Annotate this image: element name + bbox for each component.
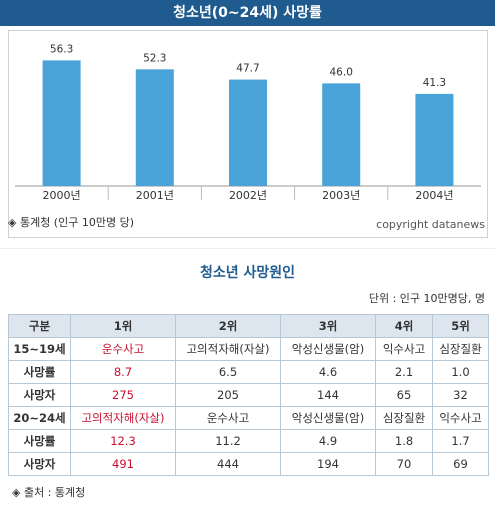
table-cell: 1.8 bbox=[375, 429, 433, 453]
table-cell: 1.0 bbox=[432, 360, 489, 384]
table-row: 사망자 491 444 194 70 69 bbox=[8, 452, 489, 476]
header-rank-1: 1위 bbox=[70, 314, 176, 338]
table-cell: 운수사고 bbox=[70, 337, 176, 361]
table-row: 20~24세 고의적자해(자살) 운수사고 악성신생물(암) 심장질환 익수사고 bbox=[8, 406, 489, 430]
row-label: 15~19세 bbox=[8, 337, 71, 361]
data-label: 46.0 bbox=[330, 66, 353, 78]
table-cell: 65 bbox=[375, 383, 433, 407]
chart-title: 청소년(0~24세) 사망률 bbox=[0, 0, 495, 26]
table-cell: 444 bbox=[175, 452, 281, 476]
bar-2001년 bbox=[135, 69, 174, 186]
footer-source: ◈ 출처 : 통계청 bbox=[12, 486, 86, 499]
table-cell: 운수사고 bbox=[175, 406, 281, 430]
table-row: 사망률 8.7 6.5 4.6 2.1 1.0 bbox=[8, 360, 489, 384]
table-cell: 12.3 bbox=[70, 429, 176, 453]
table-cell: 11.2 bbox=[175, 429, 281, 453]
table-cell: 심장질환 bbox=[375, 406, 433, 430]
table-cell: 2.1 bbox=[375, 360, 433, 384]
row-label: 사망자 bbox=[8, 452, 71, 476]
header-rank-2: 2위 bbox=[175, 314, 281, 338]
table-unit: 단위 : 인구 10만명당, 명 bbox=[368, 292, 485, 305]
x-tick-label: 2000년 bbox=[43, 189, 81, 202]
copyright-text: copyright datanews bbox=[376, 218, 485, 231]
table-header-row: 구분 1위 2위 3위 4위 5위 bbox=[8, 314, 489, 338]
table-row: 사망률 12.3 11.2 4.9 1.8 1.7 bbox=[8, 429, 489, 453]
table-cell: 144 bbox=[280, 383, 376, 407]
table-cell: 32 bbox=[432, 383, 489, 407]
row-label: 사망률 bbox=[8, 360, 71, 384]
table-cell: 4.6 bbox=[280, 360, 376, 384]
header-category: 구분 bbox=[8, 314, 71, 338]
bar-chart: 56.3 2000년 52.3 2001년 47.7 2002년 46.0 2003년 41.3… bbox=[8, 30, 488, 238]
header-rank-3: 3위 bbox=[280, 314, 376, 338]
bar-2002년 bbox=[229, 79, 267, 186]
row-label: 20~24세 bbox=[8, 406, 71, 430]
table-cell: 익수사고 bbox=[375, 337, 433, 361]
chart-source: ◈ 통계청 (인구 10만명 당) bbox=[8, 216, 134, 229]
bar-2004년 bbox=[415, 93, 454, 186]
table-cell: 고의적자해(자살) bbox=[175, 337, 281, 361]
x-tick-label: 2004년 bbox=[415, 189, 453, 202]
row-label: 사망자 bbox=[8, 383, 71, 407]
bar-chart-svg: 56.3 2000년 52.3 2001년 47.7 2002년 46.0 2003년 41.3… bbox=[15, 43, 481, 202]
table-row: 15~19세 운수사고 고의적자해(자살) 악성신생물(암) 익수사고 심장질환 bbox=[8, 337, 489, 361]
table-cell: 69 bbox=[432, 452, 489, 476]
x-tick-label: 2003년 bbox=[322, 189, 360, 202]
table-cell: 491 bbox=[70, 452, 176, 476]
data-label: 41.3 bbox=[423, 77, 446, 89]
table-cell: 194 bbox=[280, 452, 376, 476]
data-label: 52.3 bbox=[143, 52, 166, 64]
table-cell: 고의적자해(자살) bbox=[70, 406, 176, 430]
section-divider bbox=[0, 248, 495, 249]
table-cell: 심장질환 bbox=[432, 337, 489, 361]
row-label: 사망률 bbox=[8, 429, 71, 453]
table-cell: 1.7 bbox=[432, 429, 489, 453]
table-cell: 6.5 bbox=[175, 360, 281, 384]
header-rank-4: 4위 bbox=[375, 314, 433, 338]
table-cell: 악성신생물(암) bbox=[280, 337, 376, 361]
bar-2003년 bbox=[322, 83, 361, 186]
table-cell: 4.9 bbox=[280, 429, 376, 453]
data-label: 56.3 bbox=[50, 43, 73, 55]
table-cell: 205 bbox=[175, 383, 281, 407]
x-tick-label: 2002년 bbox=[229, 189, 267, 202]
table-row: 사망자 275 205 144 65 32 bbox=[8, 383, 489, 407]
table-cell: 275 bbox=[70, 383, 176, 407]
table-cell: 8.7 bbox=[70, 360, 176, 384]
x-tick-label: 2001년 bbox=[136, 189, 174, 202]
table-title: 청소년 사망원인 bbox=[199, 265, 296, 281]
bar-2000년 bbox=[42, 60, 81, 186]
header-rank-5: 5위 bbox=[432, 314, 489, 338]
data-label: 47.7 bbox=[236, 63, 259, 75]
table-cell: 악성신생물(암) bbox=[280, 406, 376, 430]
table-cell: 익수사고 bbox=[432, 406, 489, 430]
cause-table: 구분 1위 2위 3위 4위 5위 15~19세 운수사고 고의적자해(자살) … bbox=[8, 314, 489, 476]
table-cell: 70 bbox=[375, 452, 433, 476]
